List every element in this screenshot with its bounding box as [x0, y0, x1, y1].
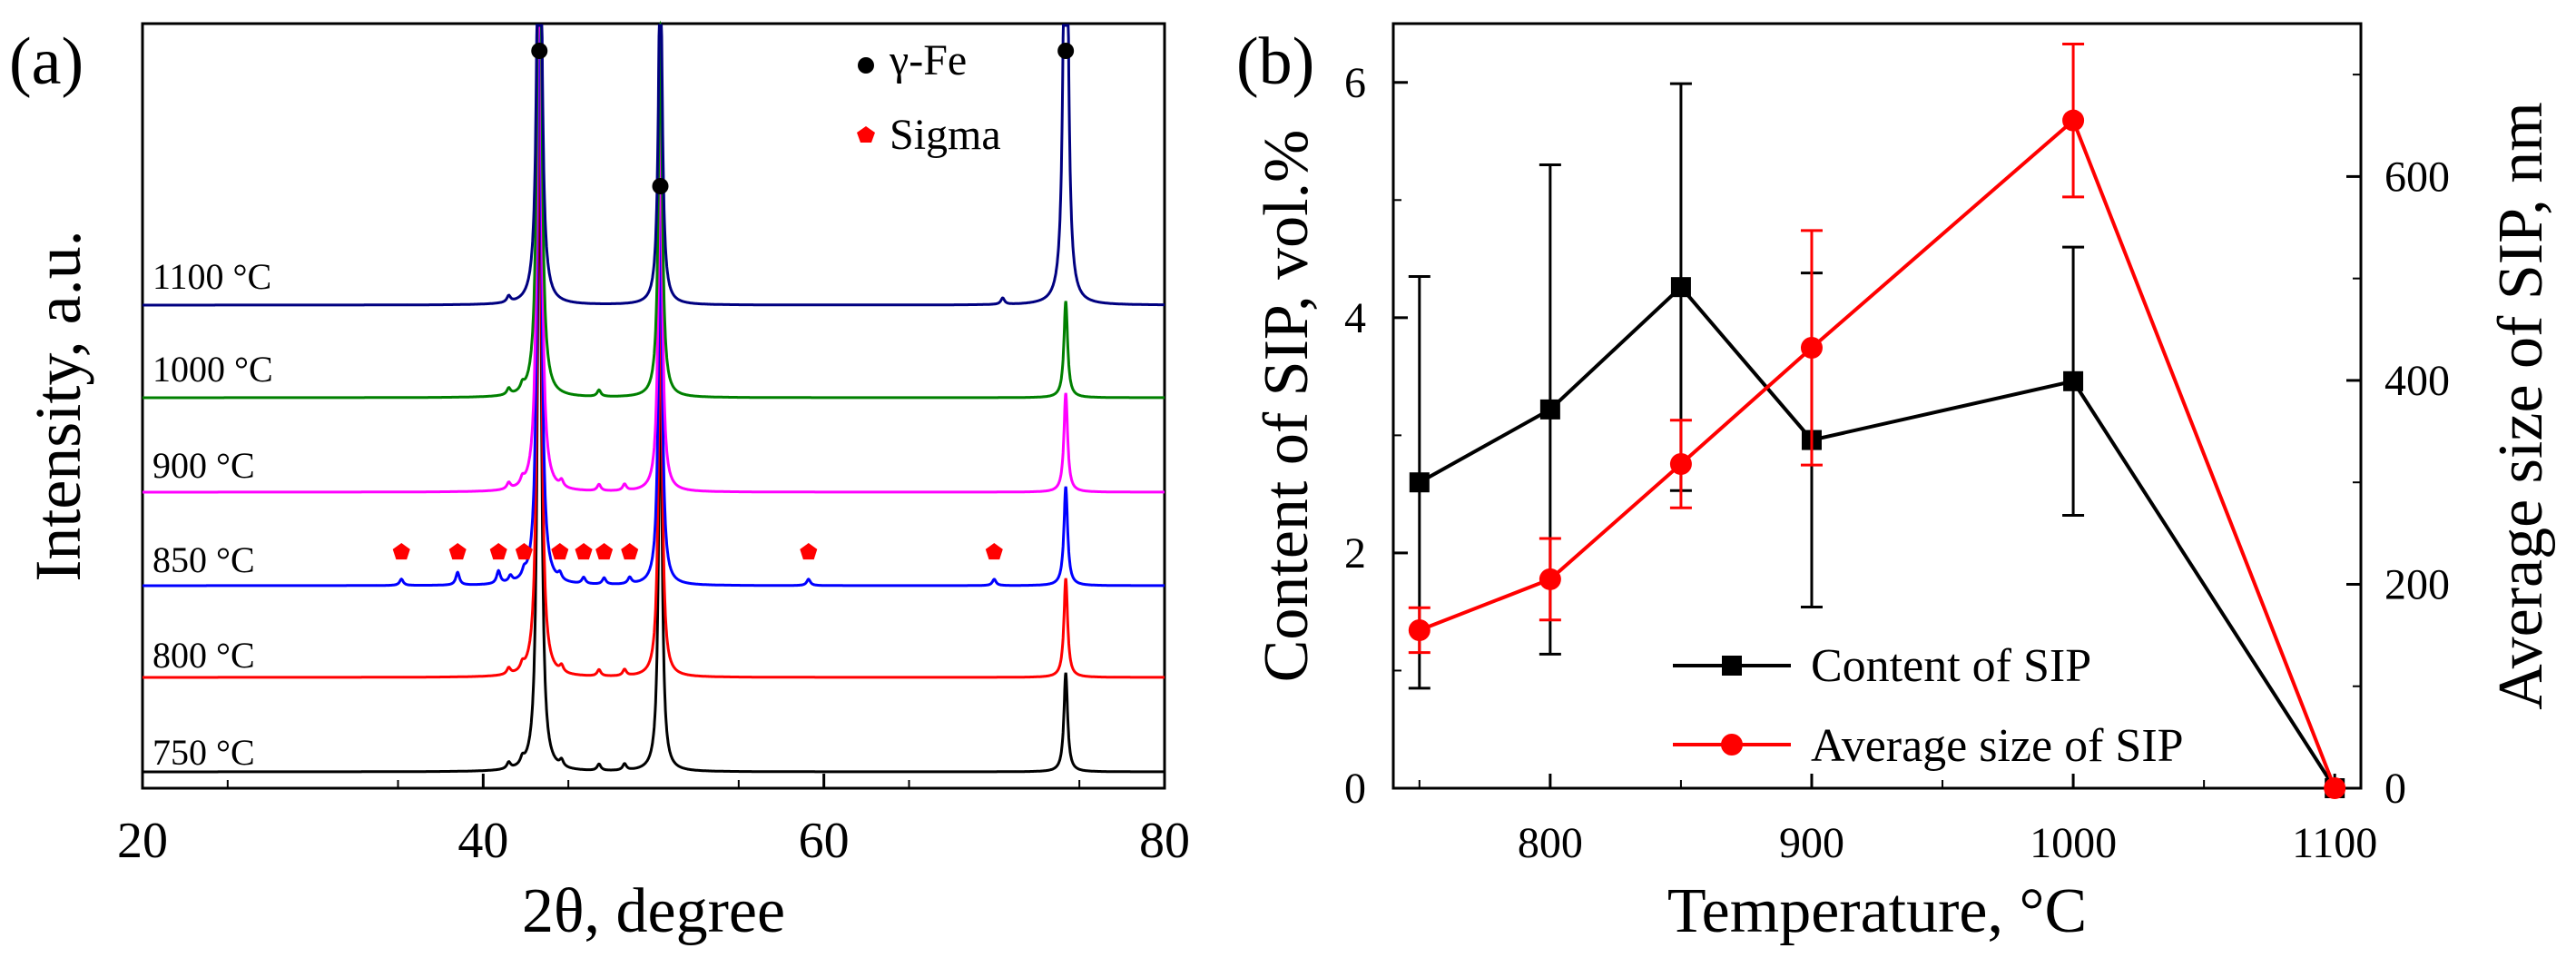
- sip-x-tick-label: 1100: [2292, 819, 2377, 867]
- xrd-x-tick-label: 60: [799, 813, 850, 869]
- xrd-temp-label: 1000 °C: [152, 349, 273, 390]
- sip-y-axis-label: Content of SIP, vol.%: [1252, 130, 1322, 683]
- sigma-peak-marker: [621, 543, 639, 560]
- xrd-temp-label: 900 °C: [152, 445, 255, 486]
- sip-legend: Content of SIP Average size of SIP: [1673, 640, 2184, 772]
- legend-size-label: Average size of SIP: [1811, 720, 2184, 772]
- legend-size-marker: [1721, 734, 1743, 756]
- legend-gamma-fe-label: γ-Fe: [889, 36, 967, 84]
- sigma-peak-marker: [800, 543, 818, 560]
- sigma-peak-marker: [515, 543, 533, 560]
- sigma-peak-marker: [551, 543, 569, 560]
- content-point: [2063, 370, 2084, 391]
- xrd-x-tick-label: 80: [1139, 813, 1190, 869]
- sigma-peak-marker: [595, 543, 614, 560]
- sip-y-tick-label: 2: [1344, 529, 1366, 578]
- size-point: [2062, 109, 2085, 132]
- xrd-curve-800: [143, 24, 1165, 679]
- xrd-plot-frame: [141, 22, 1166, 790]
- sip-y2-tick-label: 0: [2384, 765, 2406, 813]
- panel-b-label: (b): [1236, 25, 1314, 99]
- sip-series: [1408, 42, 2346, 799]
- sigma-peak-marker: [575, 543, 593, 560]
- legend-sigma-marker: [857, 126, 875, 143]
- panel-a-label: (a): [9, 25, 84, 99]
- xrd-curve-750: [143, 63, 1165, 774]
- size-point: [1539, 568, 1561, 590]
- size-point: [1669, 452, 1692, 475]
- sigma-peak-marker: [448, 543, 467, 560]
- xrd-curve-1100: [143, 24, 1165, 307]
- content-point: [1670, 277, 1691, 298]
- sip-y2-tick-label: 600: [2384, 153, 2450, 201]
- size-point: [1408, 618, 1431, 641]
- size-point: [2324, 777, 2346, 799]
- xrd-peak-markers: [392, 43, 1075, 560]
- xrd-legend: γ-Fe Sigma: [857, 36, 1001, 159]
- sip-y-tick-label: 6: [1344, 59, 1366, 107]
- xrd-temp-label: 800 °C: [152, 635, 255, 676]
- sip-y-tick-label: 0: [1344, 765, 1366, 813]
- xrd-curve-850: [143, 24, 1165, 588]
- sip-x-tick-label: 800: [1518, 819, 1583, 867]
- sigma-peak-marker: [392, 543, 410, 560]
- legend-content-marker: [1722, 656, 1742, 676]
- sigma-peak-marker: [985, 543, 1003, 560]
- legend-content-label: Content of SIP: [1811, 640, 2091, 692]
- sip-y2-tick-label: 200: [2384, 560, 2450, 608]
- content-point: [1409, 472, 1430, 493]
- gamma-fe-peak-marker: [652, 178, 669, 194]
- sip-x-tick-label: 1000: [2030, 819, 2117, 867]
- xrd-temp-label: 850 °C: [152, 539, 255, 580]
- sip-plot-frame: [1391, 22, 2363, 790]
- sip-y-tick-label: 4: [1344, 294, 1366, 342]
- sip-x-tick-label: 900: [1779, 819, 1844, 867]
- xrd-curve-1000: [143, 20, 1165, 400]
- xrd-x-tick-label: 20: [117, 813, 168, 869]
- xrd-y-axis-label: Intensity, a.u.: [22, 230, 94, 581]
- gamma-fe-peak-marker: [1057, 43, 1075, 59]
- gamma-fe-peak-marker: [531, 43, 548, 59]
- sip-y2-tick-label: 400: [2384, 357, 2450, 405]
- xrd-x-tick-label: 40: [457, 813, 508, 869]
- xrd-x-axis-label: 2θ, degree: [522, 876, 785, 946]
- sip-x-axis-label: Temperature, °C: [1667, 876, 2087, 946]
- legend-sigma-label: Sigma: [890, 111, 1001, 159]
- xrd-temperature-labels: 750 °C 800 °C 850 °C 900 °C 1000 °C 1100 °C: [152, 256, 273, 773]
- size-series-line: [1419, 117, 2337, 789]
- content-series-line: [1418, 284, 2336, 790]
- sip-y2-axis-label: Average size of SIP, nm: [2486, 102, 2556, 709]
- content-point: [1539, 399, 1560, 420]
- xrd-x-ticks: 20 40 60 80: [117, 774, 1190, 869]
- legend-gamma-fe-marker: [858, 57, 874, 74]
- xrd-temp-label: 1100 °C: [152, 256, 271, 297]
- sigma-peak-marker: [489, 543, 507, 560]
- xrd-panel: (a) 20 40 60 80 750 °C 800 °C 850 °C 900 °C 100…: [9, 20, 1190, 946]
- xrd-curve-900: [143, 24, 1165, 494]
- xrd-curves: [143, 20, 1165, 774]
- size-point: [1800, 337, 1823, 360]
- xrd-temp-label: 750 °C: [152, 732, 255, 773]
